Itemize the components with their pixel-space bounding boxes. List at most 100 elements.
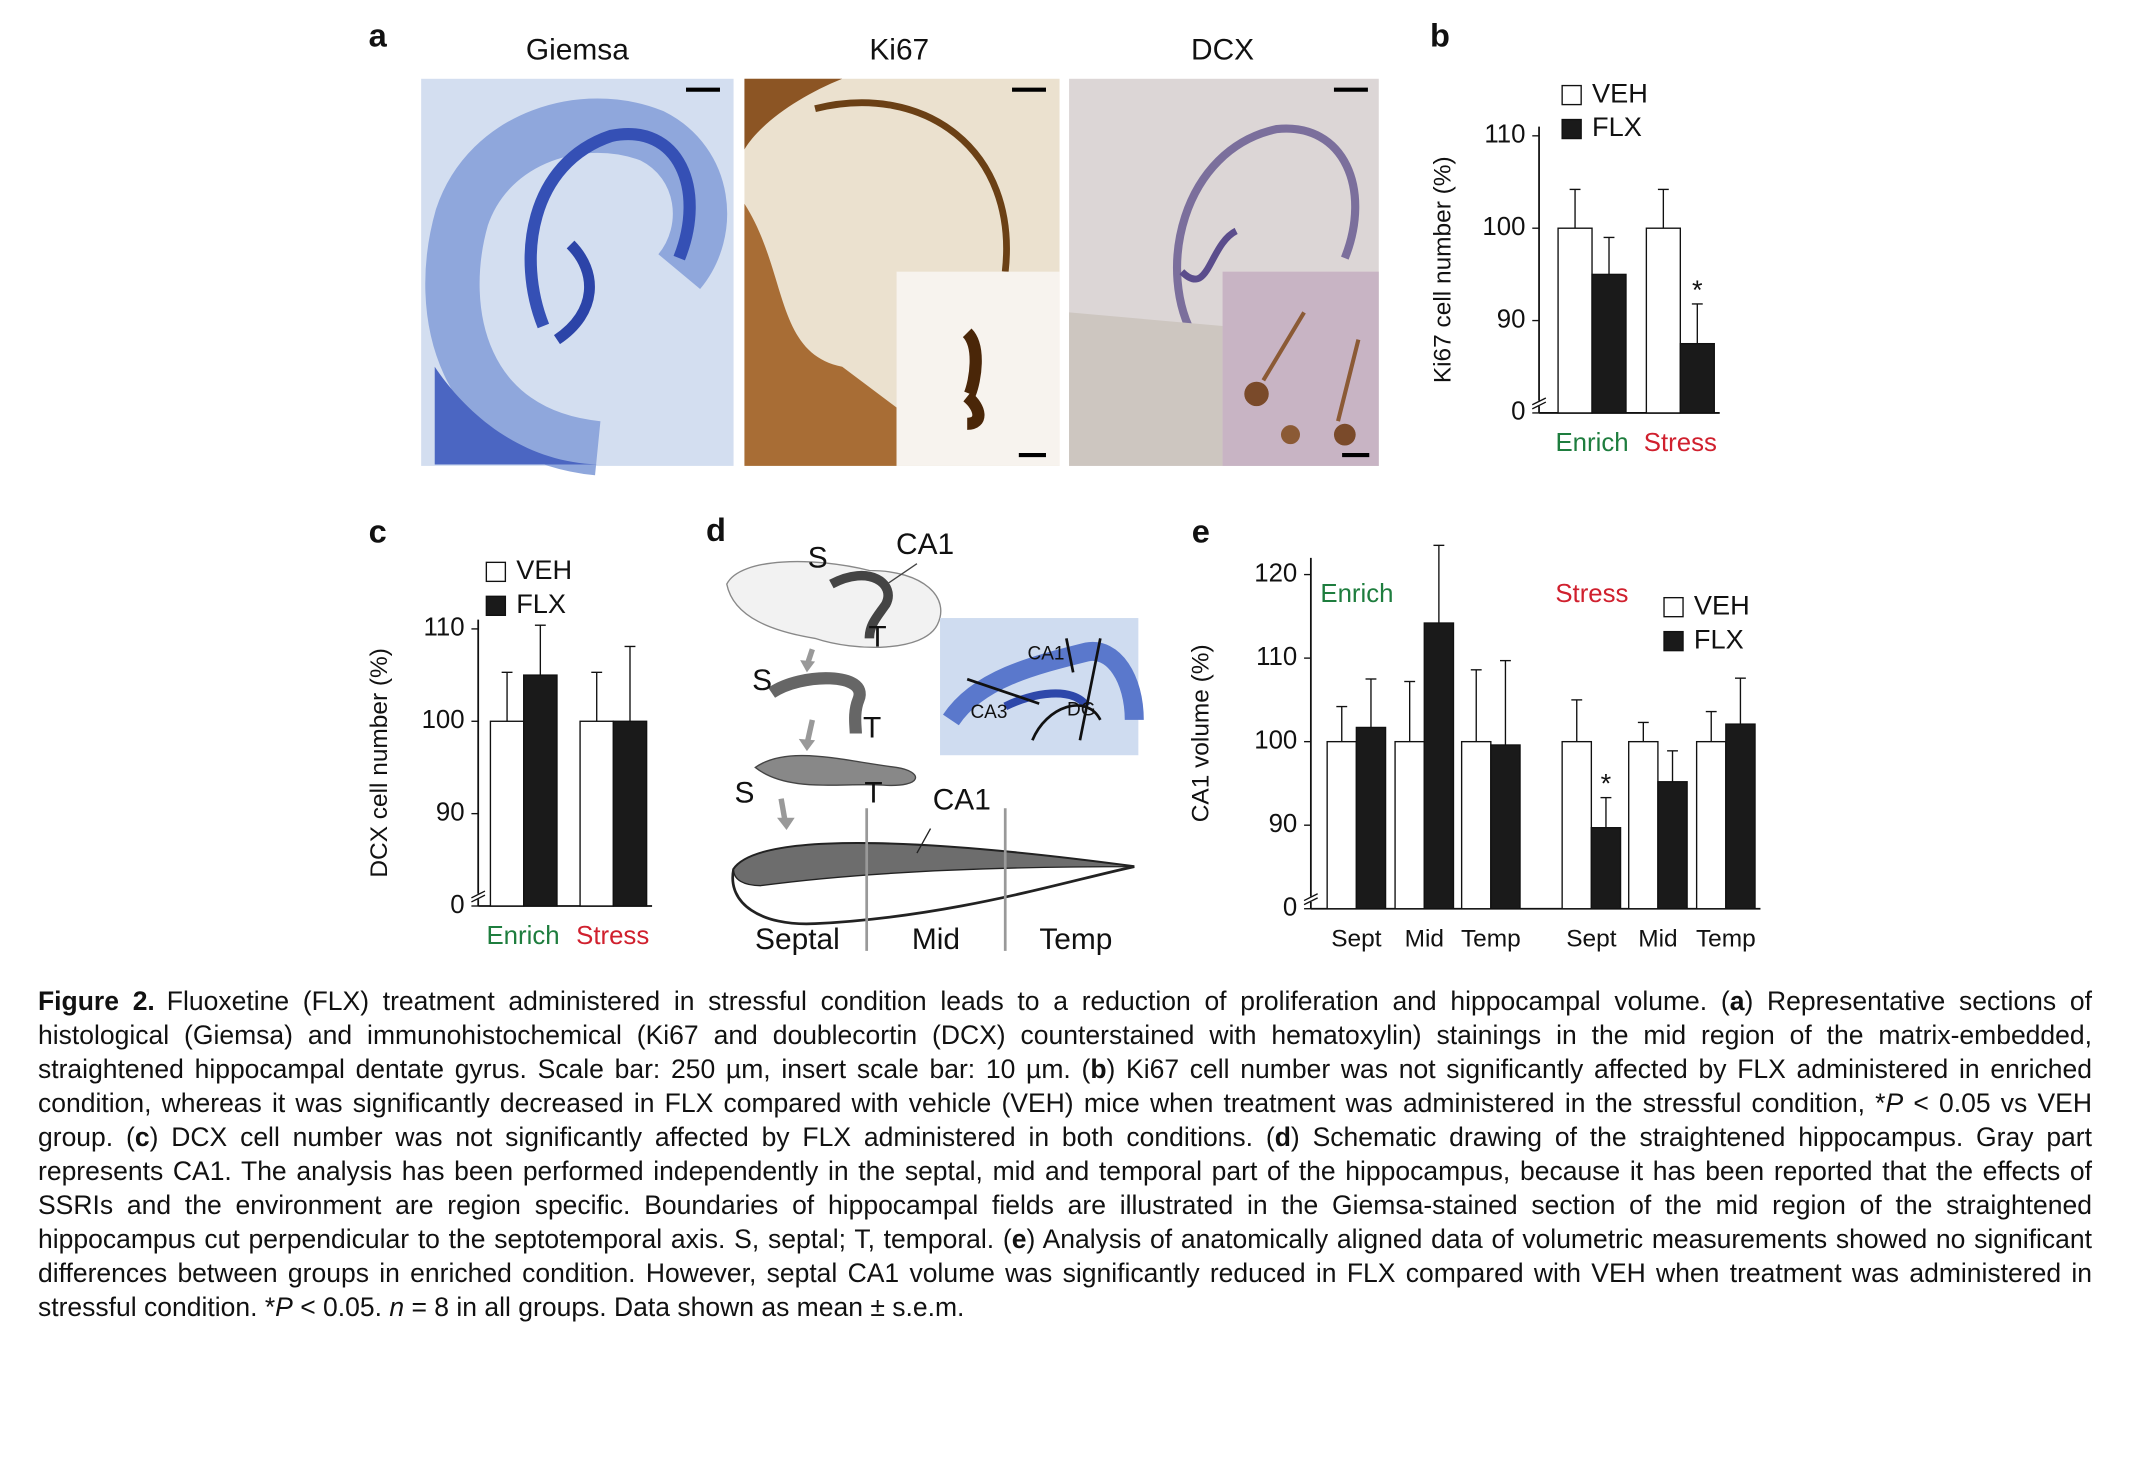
bar: [489, 720, 525, 907]
y-tick-label: 0: [1283, 894, 1297, 922]
axis-break: [1532, 400, 1546, 407]
y-tick-label: 0: [1511, 398, 1525, 426]
group-label: Enrich: [1555, 429, 1628, 457]
dcx-image: [1069, 78, 1379, 466]
diagram-text: Septal: [755, 923, 840, 956]
diagram-text: DG: [1067, 699, 1096, 720]
x-tick-label: Temp: [1461, 925, 1521, 952]
bar: [1423, 622, 1455, 910]
y-axis-label: Ki67 cell number (%): [1429, 156, 1456, 383]
bar: [523, 674, 558, 907]
y-axis-label: DCX cell number (%): [366, 648, 393, 878]
y-tick-label: 110: [1484, 121, 1525, 149]
bar: [1355, 726, 1387, 910]
panel-label: e: [1192, 512, 1210, 549]
axis-break: [471, 890, 486, 899]
caption-run: ) Representative sections of histologica…: [38, 986, 2092, 1084]
x-tick-label: Temp: [1696, 925, 1756, 952]
axis-break: [1303, 893, 1318, 902]
legend-swatch: [485, 561, 507, 583]
legend-swatch: [1663, 596, 1684, 618]
caption-run: Figure 2.: [38, 986, 155, 1016]
diagram-text: S: [808, 542, 828, 575]
diagram-text: Temp: [1039, 923, 1112, 956]
y-tick-label: 0: [450, 891, 464, 919]
bar: [1725, 723, 1756, 910]
bar: [1695, 740, 1727, 910]
legend-label: FLX: [1694, 623, 1744, 654]
y-tick-label: 110: [1256, 643, 1297, 671]
panel-label: c: [369, 512, 387, 549]
ki67-image: [744, 78, 1060, 466]
giemsa-image: [421, 78, 734, 476]
bar: [1591, 273, 1627, 414]
axis-break: [1304, 896, 1318, 902]
axis-break: [471, 893, 485, 900]
schematic: [726, 560, 1144, 951]
bar: [1657, 781, 1688, 910]
caption-run: e: [1011, 1224, 1027, 1254]
diagram-text: S: [734, 777, 754, 810]
caption-run: b: [1090, 1054, 1107, 1084]
bar: [1490, 744, 1521, 910]
y-tick-label: 100: [1254, 726, 1297, 754]
legend-label: FLX: [516, 588, 566, 619]
bar: [1326, 740, 1358, 910]
diagram-text: CA1: [933, 783, 991, 816]
y-tick-label: 90: [1497, 305, 1526, 333]
bar: [1590, 827, 1622, 910]
caption-run: < 0.05 vs VEH group. (: [38, 1088, 2092, 1152]
caption-run: ) Ki67 cell number was not significantly…: [38, 1054, 2092, 1118]
panel-label: a: [369, 17, 388, 54]
bar: [1561, 740, 1593, 910]
diagram-text: CA1: [1027, 644, 1064, 665]
bar: [1645, 227, 1682, 414]
caption-run: ) DCX cell number was not significantly …: [149, 1122, 1275, 1152]
legend-swatch: [1561, 84, 1582, 106]
group-label: Stress: [1555, 580, 1628, 608]
bar: [1460, 740, 1492, 910]
axis-break: [1531, 401, 1547, 410]
group-label: Stress: [1644, 429, 1717, 457]
image-title: DCX: [1191, 34, 1254, 67]
x-tick-label: Sept: [1331, 925, 1381, 952]
y-tick-label: 100: [422, 706, 465, 734]
caption-run: a: [1729, 986, 1745, 1016]
significance-mark: *: [1601, 768, 1612, 799]
bar: [579, 720, 615, 907]
figure-caption: Figure 2. Fluoxetine (FLX) treatment admi…: [38, 984, 2092, 1324]
group-label: Stress: [576, 922, 649, 950]
diagram-text: CA3: [970, 702, 1007, 723]
axis-break: [1531, 397, 1547, 406]
image-title: Ki67: [869, 34, 929, 67]
caption-run: ) Analysis of anatomically aligned data …: [38, 1224, 2092, 1322]
group-label: Enrich: [1320, 580, 1393, 608]
y-tick-label: 120: [1254, 559, 1297, 587]
bar: [612, 720, 648, 907]
caption-run: d: [1274, 1122, 1291, 1152]
y-tick-label: 110: [423, 614, 464, 642]
y-tick-label: 100: [1482, 213, 1525, 241]
caption-run: c: [134, 1122, 150, 1152]
caption-run: P: [1885, 1088, 1904, 1118]
panel-label: d: [706, 511, 726, 548]
legend-swatch: [1561, 118, 1582, 140]
caption-run: < 0.05.: [292, 1292, 390, 1322]
diagram-text: T: [868, 620, 886, 653]
legend-label: VEH: [1592, 77, 1648, 108]
significance-mark: *: [1692, 274, 1703, 305]
caption-run: ) Schematic drawing of the straightened …: [38, 1122, 2092, 1254]
caption-run: P: [275, 1292, 293, 1322]
y-tick-label: 90: [1269, 810, 1298, 838]
panel-label: b: [1430, 17, 1450, 54]
diagram-text: Mid: [912, 923, 960, 956]
y-tick-label: 90: [436, 798, 465, 826]
y-axis-label: CA1 volume (%): [1188, 644, 1215, 822]
axis-break: [1303, 897, 1318, 906]
bar: [1557, 227, 1593, 414]
legend-swatch: [485, 595, 507, 617]
diagram-text: T: [863, 711, 881, 744]
image-title: Giemsa: [526, 34, 629, 67]
group-label: Enrich: [486, 922, 559, 950]
